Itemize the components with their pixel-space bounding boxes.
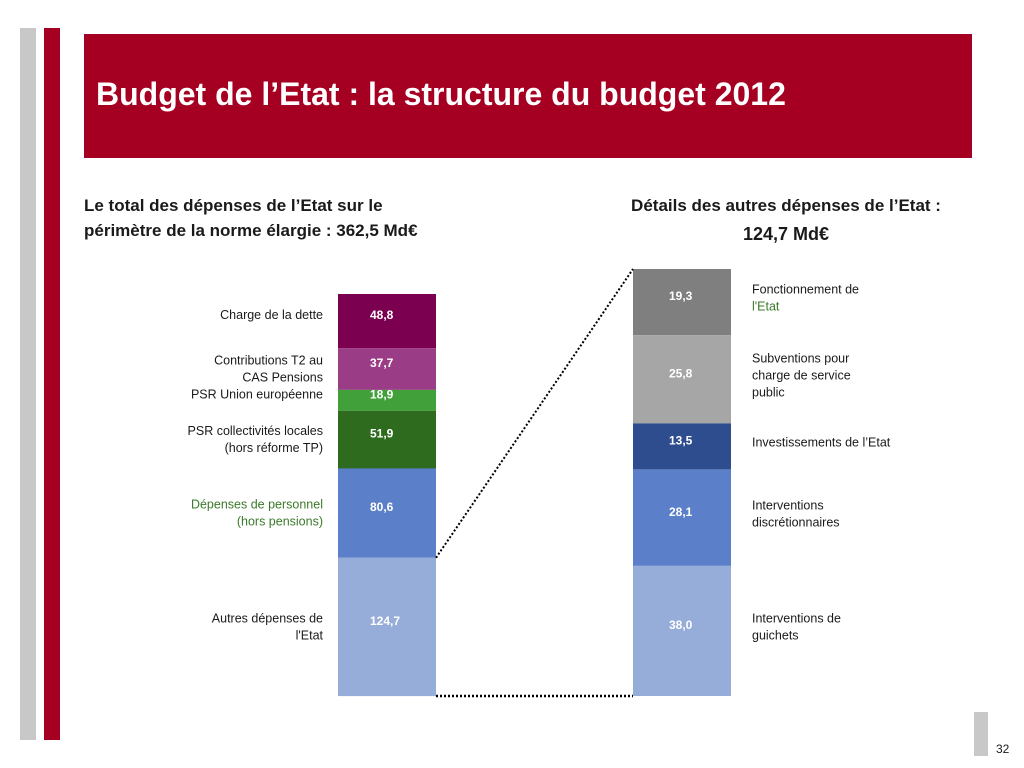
left-bar-value-3: 51,9: [370, 427, 394, 441]
right-category-label-3-1: discrétionnaires: [752, 515, 840, 529]
right-bar-value-1: 25,8: [669, 366, 693, 380]
right-category-label-1-1: charge de service: [752, 368, 851, 382]
right-bar-value-4: 38,0: [669, 618, 693, 632]
side-bar-grey: [20, 28, 36, 740]
right-bar-value-0: 19,3: [669, 289, 693, 303]
left-bar-value-4: 80,6: [370, 500, 394, 514]
left-category-label-3-1: (hors réforme TP): [225, 441, 323, 455]
left-category-label-4-0: Dépenses de personnel: [191, 498, 323, 512]
slide-title: Budget de l’Etat : la structure du budge…: [96, 76, 786, 112]
left-chart-title-line1: Le total des dépenses de l’Etat sur le: [84, 196, 383, 215]
right-bar-segment-2: [633, 423, 731, 470]
right-bar-segment-1: [633, 335, 731, 424]
left-bar-value-0: 48,8: [370, 308, 394, 322]
left-bar-segment-3: [338, 410, 436, 469]
right-bar-value-3: 28,1: [669, 505, 693, 519]
left-category-label-0-0: Charge de la dette: [220, 308, 323, 322]
right-bar-segment-3: [633, 469, 731, 566]
left-category-label-1-0: Contributions T2 au: [214, 354, 323, 368]
right-chart-title-line1: Détails des autres dépenses de l’Etat :: [631, 196, 941, 215]
left-bar-segment-4: [338, 468, 436, 558]
page-corner-marker: [974, 712, 988, 756]
left-bar-segment-2: [338, 389, 436, 411]
right-bar-value-2: 13,5: [669, 434, 693, 448]
right-category-label-1-2: public: [752, 385, 785, 399]
right-category-label-0-1: l'Etat: [752, 300, 780, 314]
left-bar-segment-1: [338, 348, 436, 390]
right-category-label-1-0: Subventions pour: [752, 351, 849, 365]
right-bar-segment-0: [633, 269, 731, 336]
right-chart-title: Détails des autres dépenses de l’Etat : …: [596, 193, 976, 247]
left-bar-value-1: 37,7: [370, 356, 394, 370]
right-category-label-3-0: Interventions: [752, 498, 824, 512]
left-bar-segment-5: [338, 557, 436, 697]
side-bar-red: [44, 28, 60, 740]
left-category-label-5-0: Autres dépenses de: [212, 612, 323, 626]
right-category-label-0-0: Fonctionnement de: [752, 283, 859, 297]
right-category-label-2-0: Investissements de l’Etat: [752, 436, 891, 450]
left-category-label-3-0: PSR collectivités locales: [188, 424, 323, 438]
left-bar-value-5: 124,7: [370, 614, 400, 628]
right-category-label-4-1: guichets: [752, 628, 799, 642]
left-chart-title: Le total des dépenses de l’Etat sur le p…: [84, 193, 504, 243]
left-category-label-2-0: PSR Union européenne: [191, 387, 323, 401]
title-banner: Budget de l’Etat : la structure du budge…: [84, 34, 972, 158]
right-category-label-4-0: Interventions de: [752, 611, 841, 625]
left-category-label-4-1: (hors pensions): [237, 515, 323, 529]
left-bar-segment-0: [338, 294, 436, 349]
connector-line-top: [435, 268, 634, 559]
left-category-label-5-1: l'Etat: [296, 629, 324, 643]
page-number: 32: [996, 742, 1010, 756]
left-bar-value-2: 18,9: [370, 387, 394, 401]
right-bar-segment-4: [633, 565, 731, 696]
left-chart-title-line2: périmètre de la norme élargie : 362,5 Md…: [84, 221, 418, 240]
right-chart-title-line2: 124,7 Md€: [742, 224, 830, 244]
left-category-label-1-1: CAS Pensions: [242, 371, 323, 385]
